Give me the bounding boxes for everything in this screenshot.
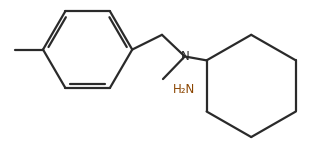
Text: H₂N: H₂N: [172, 83, 195, 96]
Text: N: N: [180, 50, 189, 63]
